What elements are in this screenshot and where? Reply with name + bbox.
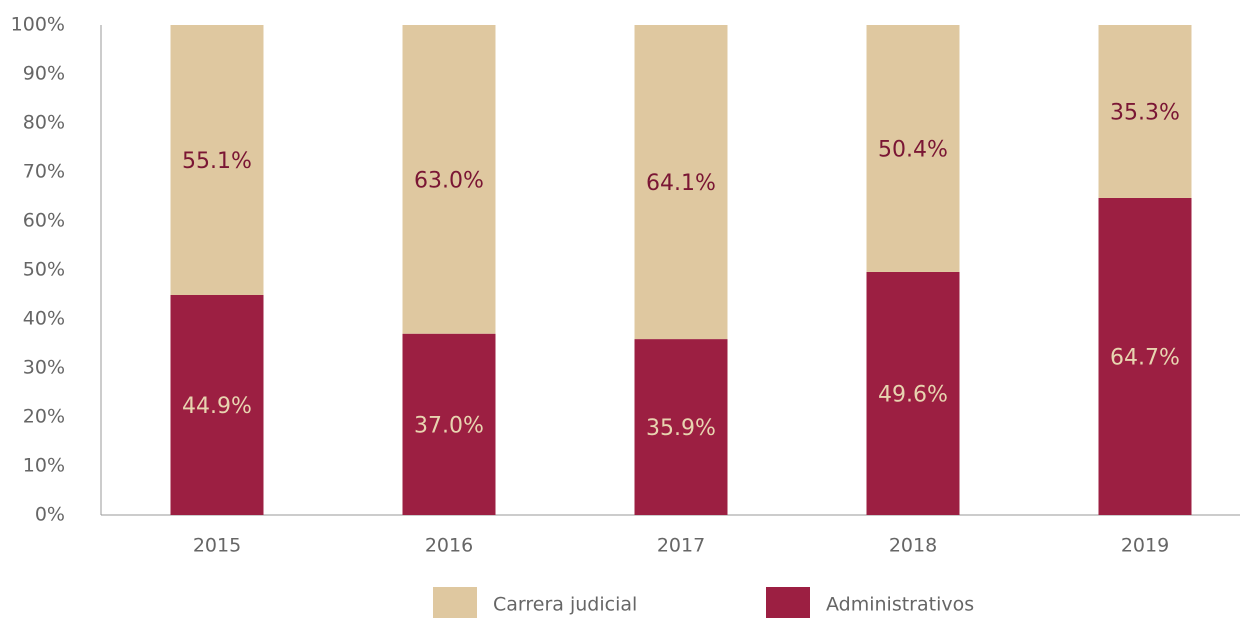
y-tick-label: 10% <box>23 455 65 477</box>
bar-segment <box>170 294 264 515</box>
value-label: 49.6% <box>878 382 948 407</box>
bar-segment <box>634 339 728 515</box>
x-tick-label: 2017 <box>657 535 705 557</box>
y-tick-label: 0% <box>35 504 65 526</box>
y-tick-label: 60% <box>23 210 65 232</box>
value-label: 35.3% <box>1110 100 1180 125</box>
x-tick-label: 2015 <box>193 535 241 557</box>
bar-segment <box>866 25 960 272</box>
bar-segment <box>866 271 960 515</box>
y-tick-label: 90% <box>23 63 65 85</box>
value-label: 64.1% <box>646 171 716 196</box>
value-label: 35.9% <box>646 416 716 441</box>
x-tick-label: 2018 <box>889 535 937 557</box>
value-label: 37.0% <box>414 413 484 438</box>
value-label: 50.4% <box>878 137 948 162</box>
legend-swatch <box>433 587 477 618</box>
bar-segment <box>402 25 496 334</box>
x-tick-label: 2016 <box>425 535 473 557</box>
y-tick-label: 30% <box>23 357 65 379</box>
value-label: 63.0% <box>414 168 484 193</box>
value-label: 44.9% <box>182 394 252 419</box>
bar-segment <box>170 25 264 295</box>
bar-segment <box>402 333 496 515</box>
value-label: 64.7% <box>1110 345 1180 370</box>
y-tick-label: 20% <box>23 406 65 428</box>
y-tick-label: 80% <box>23 112 65 134</box>
y-tick-label: 50% <box>23 259 65 281</box>
value-label: 55.1% <box>182 149 252 174</box>
legend-swatch <box>766 587 810 618</box>
y-tick-label: 70% <box>23 161 65 183</box>
legend-label: Carrera judicial <box>493 594 637 616</box>
bar-segment <box>1098 197 1192 515</box>
bar-segment <box>1098 25 1192 198</box>
x-tick-label: 2019 <box>1121 535 1169 557</box>
y-tick-label: 100% <box>11 14 65 36</box>
y-tick-label: 40% <box>23 308 65 330</box>
bar-segment <box>634 25 728 340</box>
legend-label: Administrativos <box>826 594 974 616</box>
